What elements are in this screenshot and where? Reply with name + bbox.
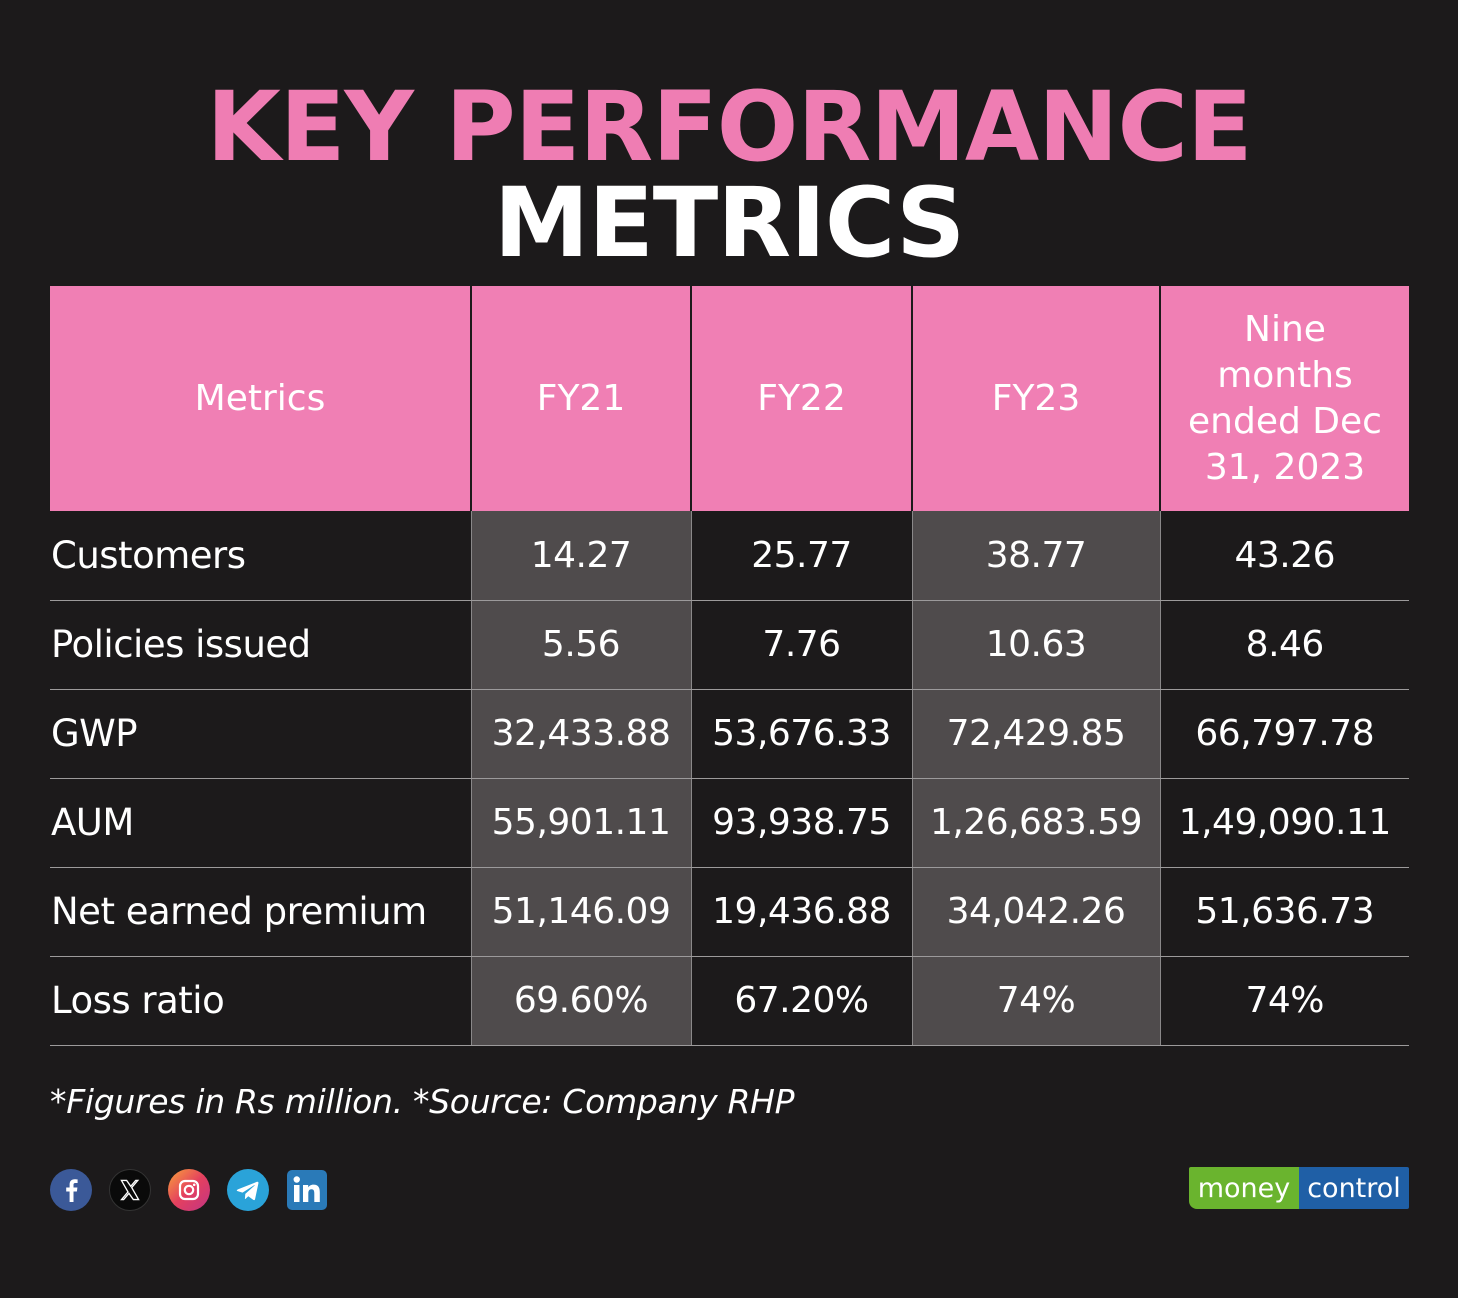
facebook-icon[interactable] <box>50 1169 92 1211</box>
cell-nine-months: 8.46 <box>1159 600 1409 690</box>
cell-nine-months: 66,797.78 <box>1159 689 1409 779</box>
cell-fy21: 69.60% <box>470 956 691 1046</box>
cell-fy23: 38.77 <box>911 511 1160 601</box>
cell-nine-months: 51,636.73 <box>1159 867 1409 957</box>
cell-fy22: 25.77 <box>690 511 912 601</box>
header-fy21: FY21 <box>470 286 691 511</box>
table-row: Customers 14.27 25.77 38.77 43.26 <box>50 511 1409 601</box>
cell-nine-months: 43.26 <box>1159 511 1409 601</box>
logo-control: control <box>1299 1167 1409 1209</box>
table-row: Loss ratio 69.60% 67.20% 74% 74% <box>50 956 1409 1046</box>
table-row: Policies issued 5.56 7.76 10.63 8.46 <box>50 600 1409 690</box>
cell-fy23: 1,26,683.59 <box>911 778 1160 868</box>
cell-fy22: 93,938.75 <box>690 778 912 868</box>
cell-fy23: 10.63 <box>911 600 1160 690</box>
header-fy22: FY22 <box>690 286 912 511</box>
metrics-table: Metrics FY21 FY22 FY23 Nine months ended… <box>50 286 1409 1046</box>
row-label: Policies issued <box>50 600 471 690</box>
cell-fy21: 5.56 <box>470 600 691 690</box>
cell-fy23: 72,429.85 <box>911 689 1160 779</box>
table-row: Net earned premium 51,146.09 19,436.88 3… <box>50 867 1409 957</box>
telegram-icon[interactable] <box>227 1169 269 1211</box>
cell-fy21: 14.27 <box>470 511 691 601</box>
cell-fy22: 7.76 <box>690 600 912 690</box>
x-icon[interactable] <box>109 1169 151 1211</box>
title-line-2: METRICS <box>493 167 966 279</box>
instagram-icon[interactable] <box>168 1169 210 1211</box>
table-row: GWP 32,433.88 53,676.33 72,429.85 66,797… <box>50 689 1409 779</box>
title-line-1: KEY PERFORMANCE <box>206 71 1252 183</box>
cell-nine-months: 74% <box>1159 956 1409 1046</box>
social-icons <box>50 1169 328 1211</box>
header-nine-months: Nine months ended Dec 31, 2023 <box>1159 286 1409 511</box>
header-metrics: Metrics <box>50 286 471 511</box>
cell-fy21: 51,146.09 <box>470 867 691 957</box>
cell-fy22: 67.20% <box>690 956 912 1046</box>
cell-fy22: 53,676.33 <box>690 689 912 779</box>
row-label: Customers <box>50 511 471 601</box>
header-fy23: FY23 <box>911 286 1160 511</box>
row-label: Net earned premium <box>50 867 471 957</box>
cell-fy21: 32,433.88 <box>470 689 691 779</box>
row-label: GWP <box>50 689 471 779</box>
row-label: Loss ratio <box>50 956 471 1046</box>
row-label: AUM <box>50 778 471 868</box>
linkedin-icon[interactable] <box>286 1169 328 1211</box>
cell-nine-months: 1,49,090.11 <box>1159 778 1409 868</box>
cell-fy23: 34,042.26 <box>911 867 1160 957</box>
cell-fy23: 74% <box>911 956 1160 1046</box>
logo-money: money <box>1189 1167 1299 1209</box>
footnote: *Figures in Rs million. *Source: Company… <box>50 1082 795 1121</box>
moneycontrol-logo: money control <box>1189 1167 1409 1209</box>
table-header-row: Metrics FY21 FY22 FY23 Nine months ended… <box>50 286 1409 511</box>
table-row: AUM 55,901.11 93,938.75 1,26,683.59 1,49… <box>50 778 1409 868</box>
cell-fy21: 55,901.11 <box>470 778 691 868</box>
cell-fy22: 19,436.88 <box>690 867 912 957</box>
